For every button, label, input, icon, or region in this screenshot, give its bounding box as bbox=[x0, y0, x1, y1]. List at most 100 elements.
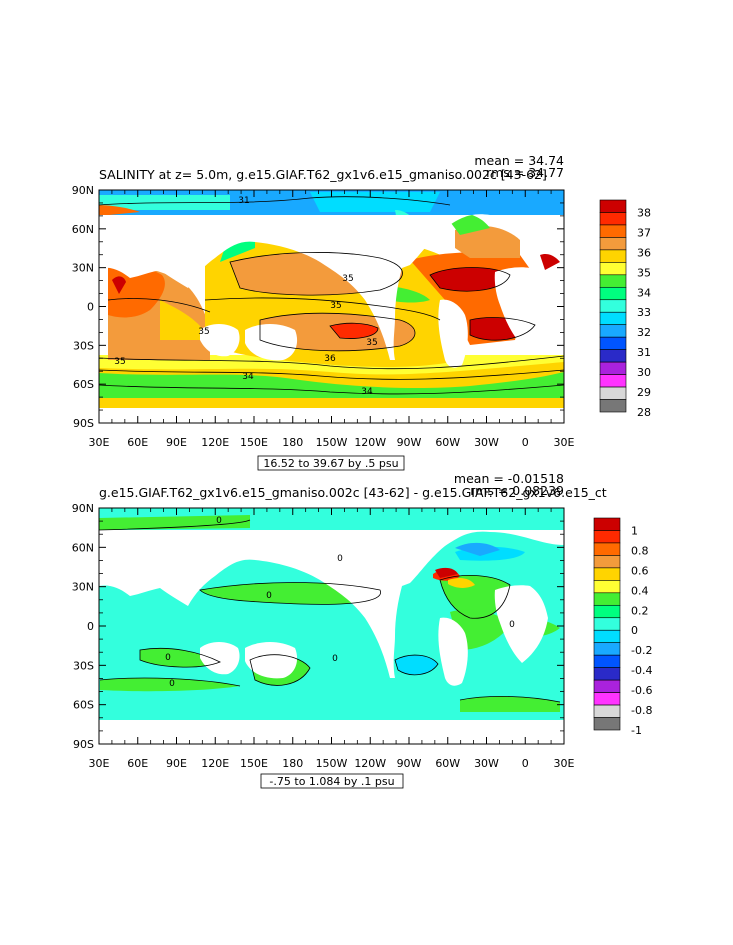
x-tick-label: 60E bbox=[127, 757, 148, 770]
colorbar-swatch bbox=[599, 399, 627, 413]
colorbar-swatch bbox=[599, 324, 627, 338]
colorbar-label: 32 bbox=[637, 326, 651, 339]
x-tick-label: 60E bbox=[127, 436, 148, 449]
x-tick-label: 90W bbox=[397, 757, 422, 770]
x-tick-label: 180 bbox=[282, 436, 303, 449]
salinity-range-note: 16.52 to 39.67 by .5 psu bbox=[263, 457, 398, 470]
x-tick-label: 30E bbox=[554, 436, 575, 449]
colorbar-swatch bbox=[593, 692, 621, 706]
salinity-contour-labels: 31 35 35 35 35 36 35 34 34 bbox=[114, 196, 377, 397]
x-tick-label: 90E bbox=[166, 757, 187, 770]
contour-label: 31 bbox=[238, 196, 249, 206]
y-tick-label: 90S bbox=[73, 417, 94, 430]
y-tick-label: 90N bbox=[72, 502, 94, 515]
x-tick-label: 30E bbox=[89, 436, 110, 449]
contour-label: 36 bbox=[324, 354, 336, 364]
salinity-axes: 30E 60E 90E 120E 150E 180 150W 120W 90W 60W 30W 0 30… bbox=[72, 184, 575, 449]
salinity-colorbar: 38 37 36 35 34 33 32 31 30 29 28 bbox=[599, 199, 651, 419]
difference-mean: mean = -0.01518 bbox=[454, 471, 564, 486]
x-tick-label: 150W bbox=[316, 436, 348, 449]
difference-colorbar: 1 0.8 0.6 0.4 0.2 0 -0.2 -0.4 -0.6 -0.8 -1 bbox=[593, 517, 652, 737]
contour-label: 34 bbox=[242, 372, 254, 382]
colorbar-label: 38 bbox=[637, 206, 651, 219]
y-tick-label: 30N bbox=[72, 262, 94, 275]
contour-label: 0 bbox=[337, 554, 343, 564]
difference-panel: g.e15.GIAF.T62_gx1v6.e15_gmaniso.002c [4… bbox=[72, 471, 652, 789]
x-tick-label: 120E bbox=[201, 436, 229, 449]
colorbar-swatch bbox=[593, 642, 621, 656]
colorbar-swatch bbox=[599, 212, 627, 226]
colorbar-label: 36 bbox=[637, 246, 651, 259]
colorbar-label: 0 bbox=[631, 624, 638, 637]
colorbar-swatch bbox=[593, 667, 621, 681]
difference-title: g.e15.GIAF.T62_gx1v6.e15_gmaniso.002c [4… bbox=[99, 485, 607, 500]
contour-label: 0 bbox=[169, 679, 175, 689]
colorbar-swatch bbox=[593, 530, 621, 544]
colorbar-label: 0.6 bbox=[631, 564, 649, 577]
contour-label: 0 bbox=[332, 654, 338, 664]
y-tick-label: 90S bbox=[73, 738, 94, 751]
colorbar-label: 0.8 bbox=[631, 544, 649, 557]
difference-range-note: -.75 to 1.084 by .1 psu bbox=[269, 775, 394, 788]
y-tick-label: 60N bbox=[72, 223, 94, 236]
colorbar-label: -0.2 bbox=[631, 644, 652, 657]
x-tick-label: 150E bbox=[240, 757, 268, 770]
colorbar-label: 34 bbox=[637, 286, 651, 299]
colorbar-swatch bbox=[593, 580, 621, 594]
colorbar-swatch bbox=[593, 592, 621, 606]
colorbar-swatch bbox=[599, 224, 627, 238]
colorbar-label: 28 bbox=[637, 406, 651, 419]
difference-rms: rms = 0.08239 bbox=[470, 483, 564, 498]
salinity-panel: SALINITY at z= 5.0m, g.e15.GIAF.T62_gx1v… bbox=[72, 153, 651, 471]
x-tick-label: 90W bbox=[397, 436, 422, 449]
colorbar-label: 30 bbox=[637, 366, 651, 379]
contour-label: 34 bbox=[361, 387, 373, 397]
colorbar-label: 35 bbox=[637, 266, 651, 279]
colorbar-swatch bbox=[599, 349, 627, 363]
difference-contour-labels: 0 0 0 0 0 0 0 bbox=[165, 516, 515, 689]
y-tick-label: 0 bbox=[87, 301, 94, 314]
x-tick-label: 0 bbox=[522, 757, 529, 770]
contour-label: 35 bbox=[198, 327, 209, 337]
salinity-rms: rms = 34.77 bbox=[486, 165, 564, 180]
colorbar-swatch bbox=[593, 679, 621, 693]
x-tick-label: 150E bbox=[240, 436, 268, 449]
x-tick-label: 0 bbox=[522, 436, 529, 449]
x-tick-label: 60W bbox=[435, 436, 460, 449]
x-tick-label: 30W bbox=[474, 436, 499, 449]
y-tick-label: 0 bbox=[87, 620, 94, 633]
salinity-map bbox=[99, 190, 564, 423]
colorbar-label: 1 bbox=[631, 524, 638, 537]
salinity-range-box bbox=[257, 455, 405, 471]
colorbar-swatch bbox=[599, 299, 627, 313]
x-tick-label: 30E bbox=[554, 757, 575, 770]
colorbar-label: 37 bbox=[637, 226, 651, 239]
colorbar-swatch bbox=[599, 386, 627, 400]
colorbar-label: 29 bbox=[637, 386, 651, 399]
colorbar-label: 31 bbox=[637, 346, 651, 359]
colorbar-swatch bbox=[593, 617, 621, 631]
y-tick-label: 60S bbox=[73, 699, 94, 712]
colorbar-label: -0.8 bbox=[631, 704, 652, 717]
x-tick-label: 120W bbox=[354, 436, 386, 449]
contour-label: 35 bbox=[342, 274, 353, 284]
y-tick-label: 60S bbox=[73, 378, 94, 391]
contour-label: 0 bbox=[165, 653, 171, 663]
colorbar-label: -1 bbox=[631, 724, 642, 737]
y-tick-label: 30S bbox=[73, 339, 94, 352]
y-tick-label: 60N bbox=[72, 541, 94, 554]
colorbar-swatch bbox=[599, 249, 627, 263]
x-tick-label: 120W bbox=[354, 757, 386, 770]
colorbar-swatch bbox=[593, 717, 621, 731]
colorbar-swatch bbox=[593, 517, 621, 531]
colorbar-swatch bbox=[599, 237, 627, 251]
difference-map bbox=[99, 508, 564, 744]
colorbar-swatch bbox=[599, 374, 627, 388]
colorbar-swatch bbox=[599, 262, 627, 276]
colorbar-swatch bbox=[593, 567, 621, 581]
y-tick-label: 90N bbox=[72, 184, 94, 197]
colorbar-label: 33 bbox=[637, 306, 651, 319]
x-tick-label: 120E bbox=[201, 757, 229, 770]
colorbar-swatch bbox=[593, 604, 621, 619]
